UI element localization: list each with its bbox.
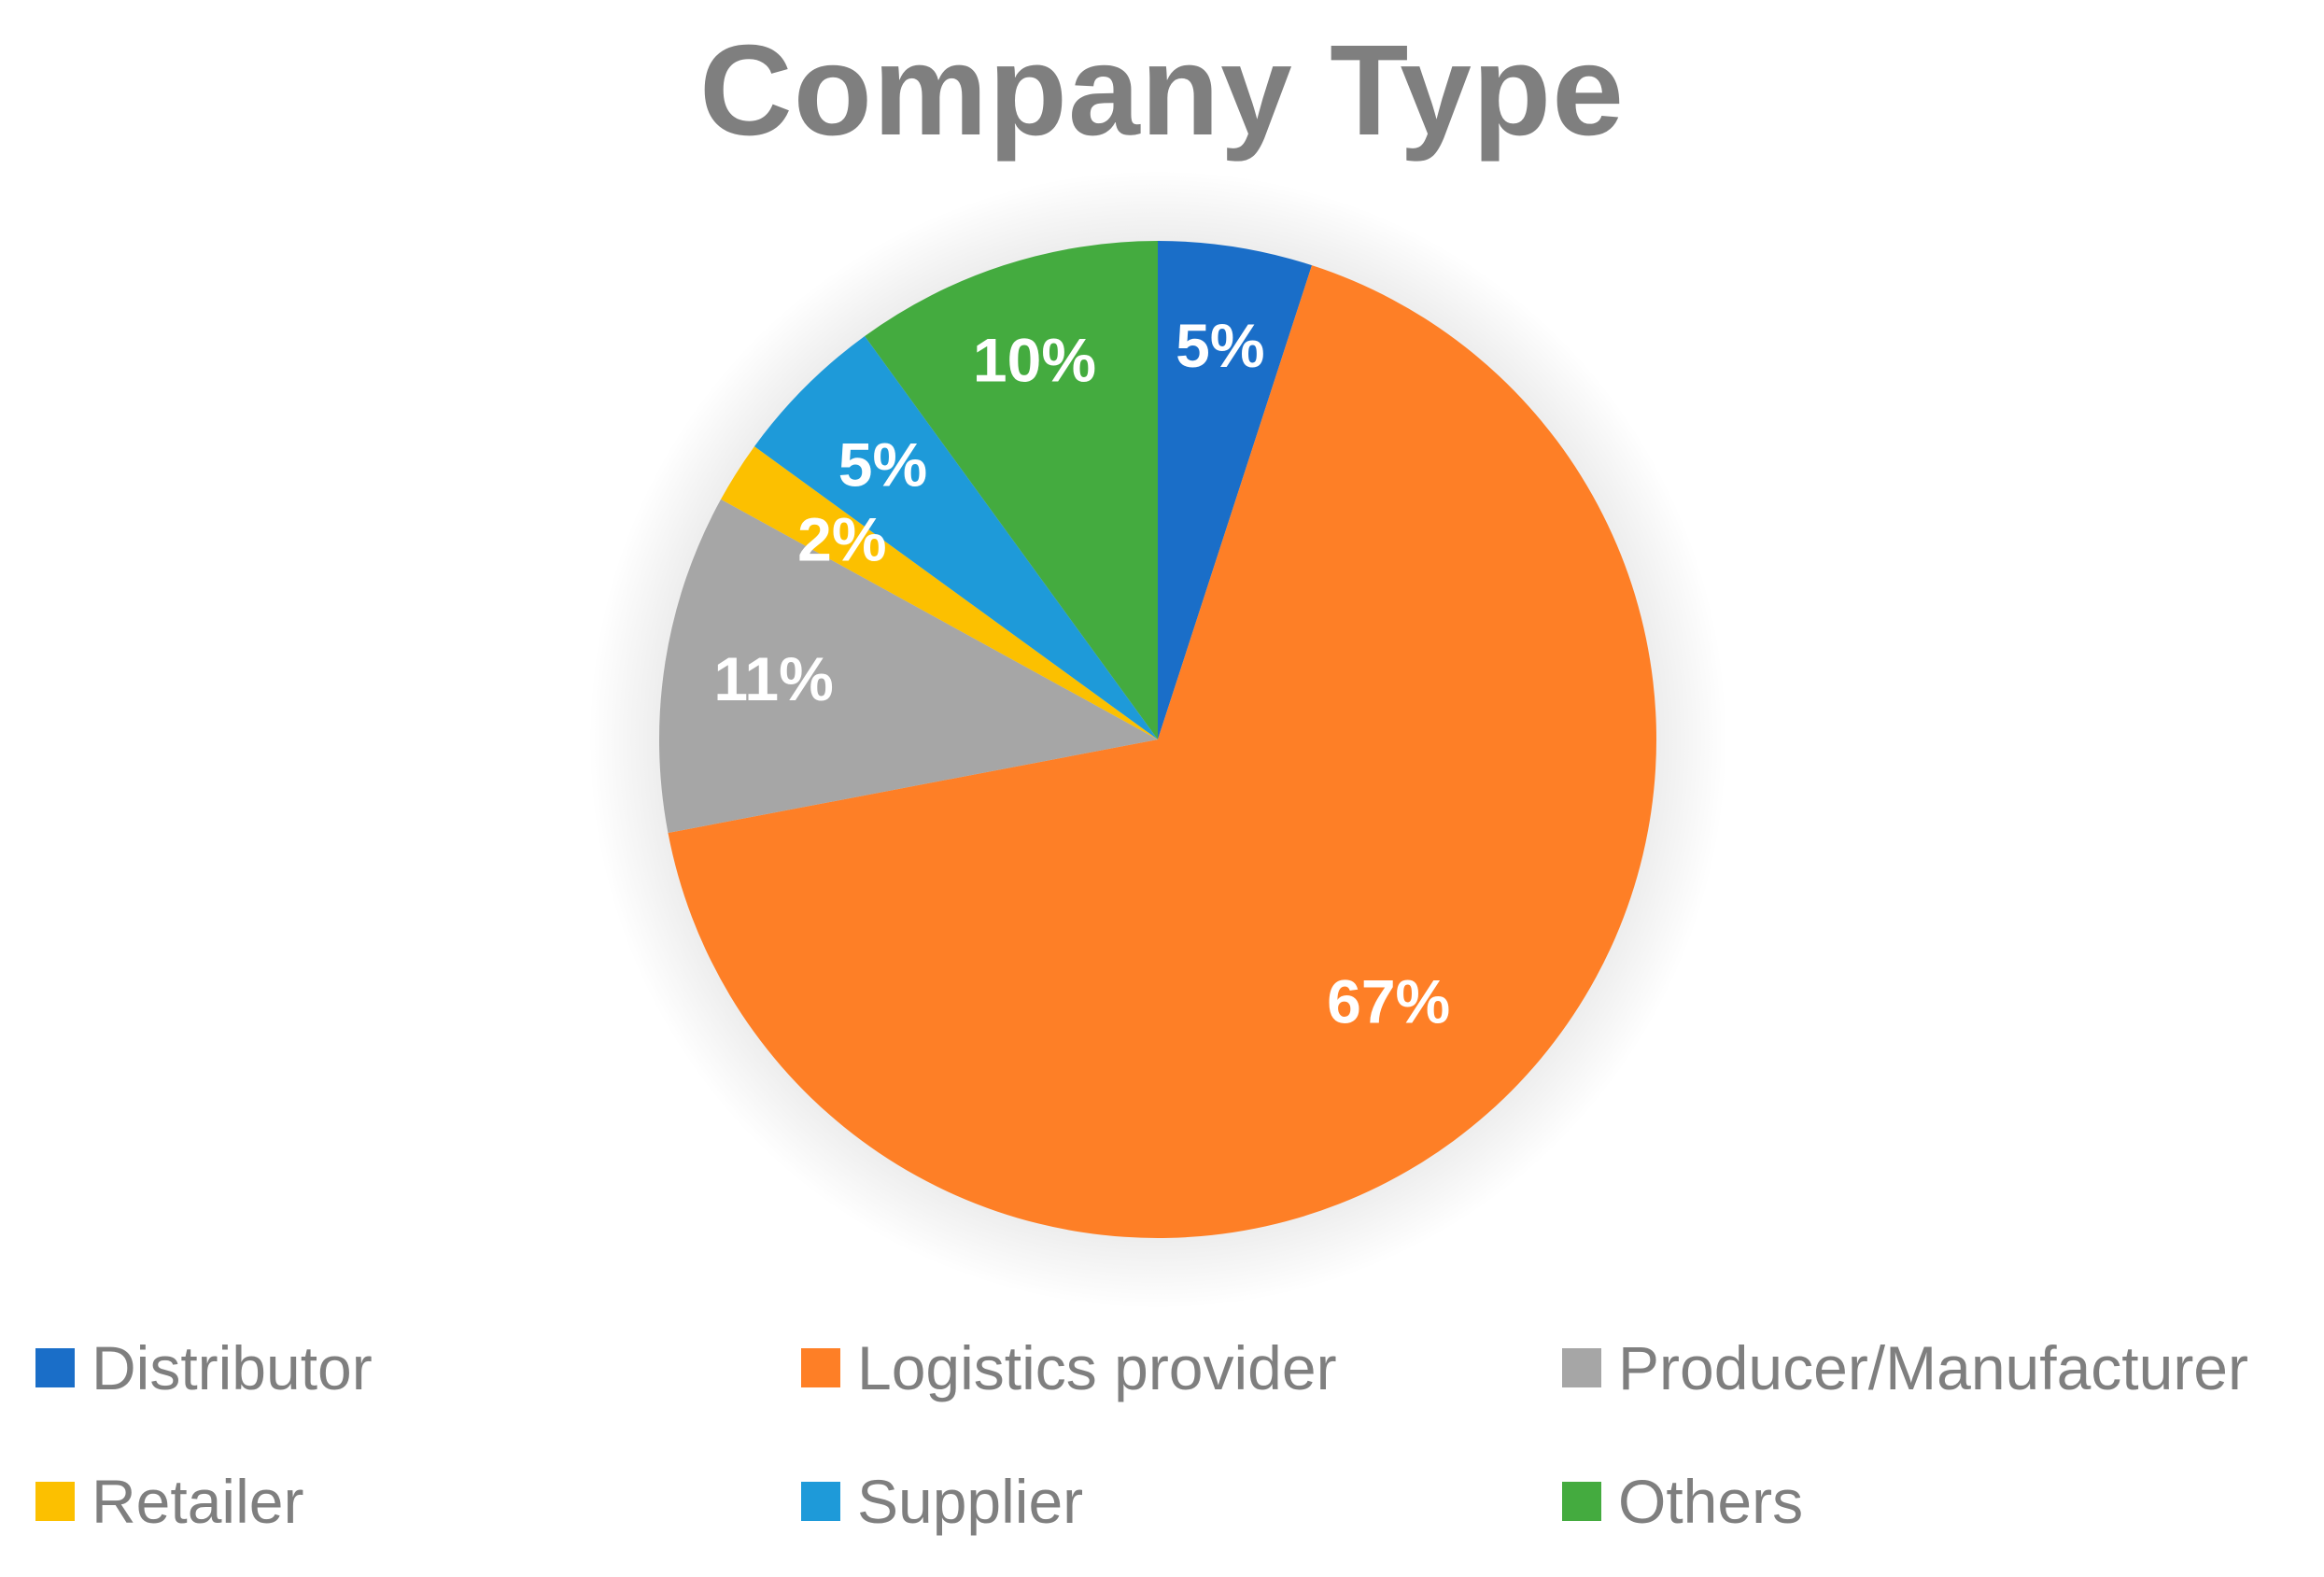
legend-swatch-supplier: [801, 1482, 840, 1521]
data-label-distributor: 5%: [1176, 311, 1264, 380]
legend: Distributor Logistics provider Producer/…: [0, 1326, 2324, 1569]
data-label-supplier: 5%: [838, 429, 927, 499]
legend-label-others: Others: [1618, 1467, 1804, 1536]
pie-slice-others: [865, 241, 1158, 739]
chart-title: Company Type: [699, 19, 1625, 162]
pie-slice-producer-manufacturer: [659, 499, 1158, 834]
legend-item-logistics-provider: Logistics provider: [801, 1326, 1337, 1410]
legend-item-supplier: Supplier: [801, 1459, 1083, 1543]
pie-slice-logistics-provider: [668, 265, 1656, 1239]
legend-swatch-distributor: [35, 1348, 75, 1387]
legend-label-retailer: Retailer: [92, 1467, 304, 1536]
pie-slice-supplier: [754, 335, 1158, 739]
legend-label-supplier: Supplier: [857, 1467, 1084, 1536]
legend-label-producer-manufacturer: Producer/Manufacturer: [1618, 1333, 2248, 1402]
data-label-others: 10%: [973, 326, 1096, 395]
legend-label-logistics-provider: Logistics provider: [857, 1333, 1337, 1402]
data-label-logistics-provider: 67%: [1327, 966, 1450, 1035]
legend-item-producer-manufacturer: Producer/Manufacturer: [1562, 1326, 2248, 1410]
legend-swatch-others: [1562, 1482, 1601, 1521]
pie-chart: 5%67%11%2%5%10%: [588, 170, 1727, 1307]
data-label-producer-manufacturer: 11%: [713, 644, 833, 713]
legend-item-others: Others: [1562, 1459, 1803, 1543]
legend-swatch-producer-manufacturer: [1562, 1348, 1601, 1387]
legend-label-distributor: Distributor: [92, 1333, 373, 1402]
legend-item-retailer: Retailer: [35, 1459, 303, 1543]
legend-swatch-retailer: [35, 1482, 75, 1521]
pie-slice-retailer: [721, 446, 1158, 739]
pie-slice-distributor: [1158, 241, 1313, 739]
legend-item-distributor: Distributor: [35, 1326, 373, 1410]
legend-swatch-logistics-provider: [801, 1348, 840, 1387]
data-label-retailer: 2%: [797, 504, 886, 573]
